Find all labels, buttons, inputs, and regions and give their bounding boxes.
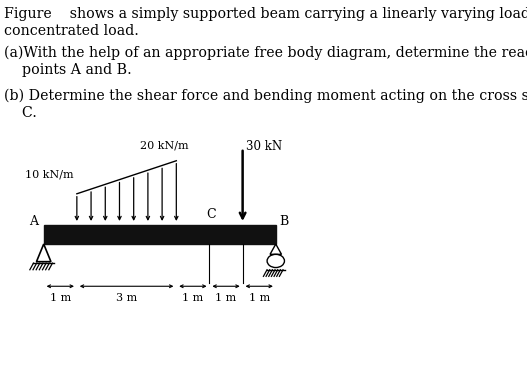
Text: C.: C. <box>4 106 36 120</box>
Text: 10 kN/m: 10 kN/m <box>25 169 74 179</box>
Text: 3 m: 3 m <box>116 293 137 303</box>
Text: 1 m: 1 m <box>249 293 270 303</box>
Text: (b) Determine the shear force and bending moment acting on the cross section at : (b) Determine the shear force and bendin… <box>4 89 527 103</box>
Text: concentrated load.: concentrated load. <box>4 24 139 38</box>
Text: A: A <box>30 215 38 228</box>
Text: 1 m: 1 m <box>216 293 237 303</box>
Text: points A and B.: points A and B. <box>4 63 131 77</box>
Text: C: C <box>206 208 216 221</box>
Text: 20 kN/m: 20 kN/m <box>140 141 189 150</box>
Text: B: B <box>279 215 289 228</box>
Text: 1 m: 1 m <box>50 293 71 303</box>
Text: 1 m: 1 m <box>182 293 203 303</box>
Text: Figure    shows a simply supported beam carrying a linearly varying load and a: Figure shows a simply supported beam car… <box>4 7 527 21</box>
Text: (a)With the help of an appropriate free body diagram, determine the reaction for: (a)With the help of an appropriate free … <box>4 46 527 60</box>
Bar <box>44 225 276 244</box>
Text: 30 kN: 30 kN <box>246 139 282 153</box>
